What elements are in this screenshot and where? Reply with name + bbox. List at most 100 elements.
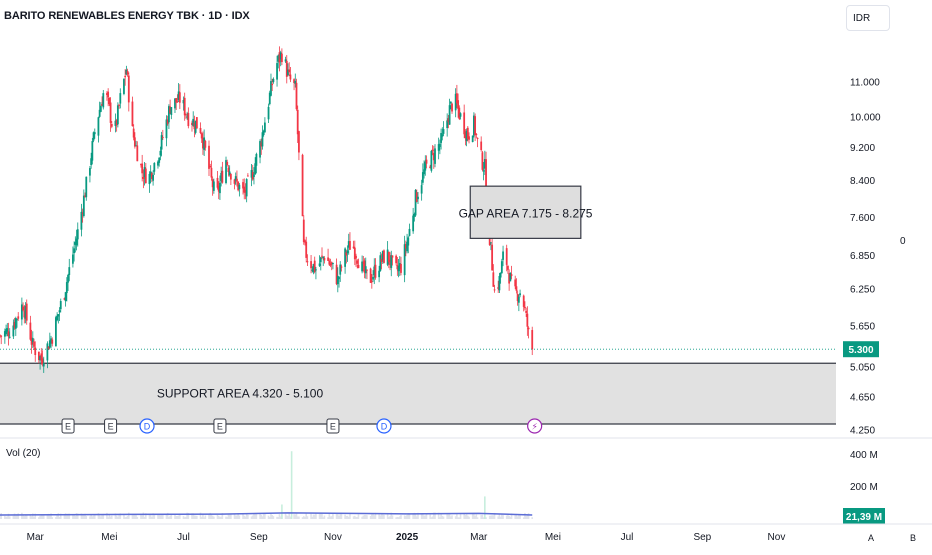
candle-body	[56, 315, 59, 321]
candle-body	[57, 314, 60, 317]
volume-bar	[391, 515, 394, 519]
volume-bar	[91, 516, 94, 519]
x-tick-label: Sep	[693, 532, 711, 543]
candle-body	[277, 55, 280, 62]
candle-body	[114, 120, 117, 126]
candle-body	[131, 101, 134, 127]
volume-bar	[380, 513, 383, 519]
candle-body	[517, 296, 520, 303]
volume-bar	[101, 514, 103, 519]
candle-body	[318, 263, 321, 266]
candle-body	[210, 167, 213, 178]
candle-body	[412, 215, 415, 232]
x-tick-label: Mei	[545, 532, 561, 543]
candle-body	[508, 273, 511, 284]
candle-body	[415, 192, 418, 202]
candle-body	[378, 270, 381, 278]
volume-bar	[102, 513, 105, 519]
volume-bar	[98, 515, 101, 519]
candle-body	[497, 287, 500, 289]
volume-last-badge	[843, 508, 885, 524]
earnings-marker	[326, 418, 340, 434]
candle-body	[135, 145, 137, 147]
candle-body	[58, 310, 61, 313]
volume-bar	[126, 515, 129, 519]
volume-bar	[115, 515, 118, 519]
candle-body	[67, 274, 69, 283]
candle-body	[102, 93, 105, 108]
candle-body	[176, 101, 179, 103]
volume-bar	[179, 513, 181, 519]
volume-bar	[431, 516, 434, 519]
candle-body	[24, 306, 27, 319]
volume-bar	[448, 513, 451, 519]
volume-bar	[259, 513, 261, 519]
candle-body	[355, 255, 357, 259]
volume-bar	[304, 516, 306, 519]
candle-body	[127, 75, 130, 103]
candle-body	[498, 276, 501, 291]
candle-body	[345, 252, 348, 256]
candle-body	[31, 338, 34, 343]
volume-bar	[131, 515, 134, 519]
candle-body	[40, 353, 43, 361]
volume-bar	[63, 514, 66, 519]
candle-body	[485, 159, 487, 194]
volume-bar	[165, 514, 168, 519]
candle-body	[349, 241, 351, 250]
candle-body	[336, 275, 339, 285]
volume-bar	[507, 515, 509, 519]
volume-bar	[485, 517, 487, 519]
volume-bar	[383, 514, 385, 519]
volume-bar	[13, 513, 16, 519]
candle-body	[346, 250, 349, 254]
volume-bar	[32, 513, 34, 519]
candle-body	[192, 118, 195, 126]
volume-bar	[338, 515, 340, 519]
volume-bar	[22, 514, 24, 519]
candle-body	[228, 171, 231, 175]
candle-body	[420, 185, 423, 194]
candle-body	[12, 325, 15, 337]
candle-body	[430, 150, 433, 171]
candle-body	[158, 157, 161, 163]
candle-body	[141, 163, 144, 174]
volume-bar	[169, 515, 171, 519]
volume-bar	[141, 515, 143, 519]
volume-bar	[527, 513, 530, 519]
volume-bar	[267, 515, 270, 519]
candle-body	[199, 127, 202, 134]
candle-body	[68, 267, 71, 276]
candle-body	[330, 262, 333, 265]
volume-bar	[5, 516, 7, 519]
currency-selector[interactable]: IDR	[846, 5, 890, 31]
candle-body	[379, 255, 382, 272]
candle-body	[312, 264, 315, 273]
candle-body	[30, 337, 33, 345]
candle-body	[229, 174, 232, 180]
volume-bar	[279, 516, 282, 519]
volume-bar	[220, 516, 222, 519]
candle-body	[362, 262, 365, 264]
volume-bar	[213, 516, 215, 519]
volume-bar	[153, 514, 156, 519]
volume-bar	[465, 514, 468, 519]
volume-bar	[502, 515, 504, 519]
candle-body	[255, 153, 258, 166]
volume-bar	[12, 515, 15, 519]
candle-body	[458, 107, 461, 120]
candle-body	[474, 116, 477, 136]
candle-body	[202, 137, 204, 149]
candle-body	[454, 93, 457, 111]
volume-bar	[420, 513, 423, 519]
candle-body	[356, 260, 359, 264]
candle-body	[407, 237, 410, 246]
volume-bar	[510, 513, 513, 519]
candle-body	[81, 212, 84, 214]
volume-bar	[51, 517, 54, 519]
volume-bar	[451, 515, 453, 519]
candle-body	[395, 255, 398, 264]
candle-body	[374, 264, 377, 278]
candle-body	[242, 182, 244, 189]
